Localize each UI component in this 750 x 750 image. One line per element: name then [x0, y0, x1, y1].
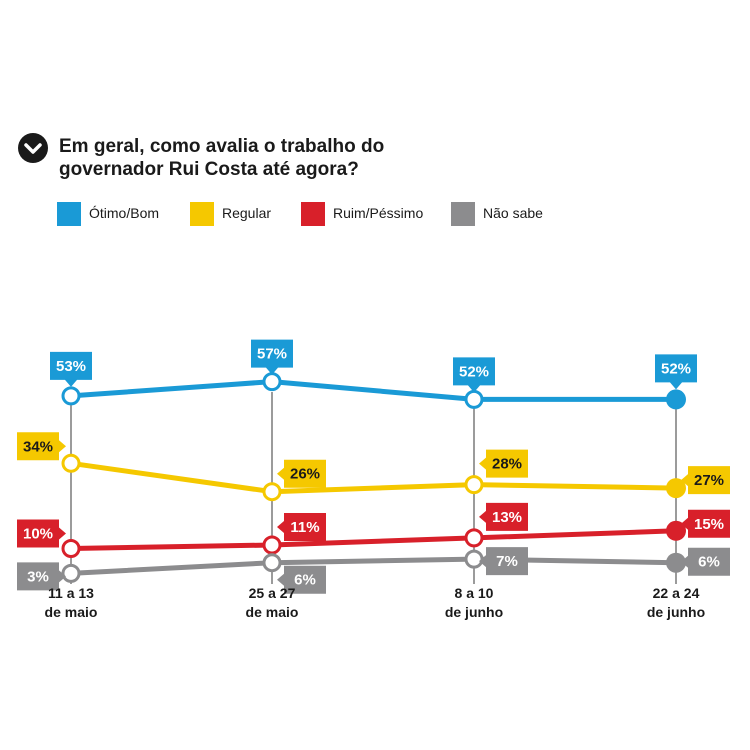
- data-label-box: [479, 547, 528, 576]
- data-point: [262, 553, 282, 573]
- data-label-box: [17, 432, 66, 461]
- x-tick-label: 25 a 27: [249, 585, 296, 601]
- data-label: 57%: [257, 346, 287, 363]
- data-point: [666, 478, 686, 499]
- data-point: [61, 386, 81, 406]
- data-label-box: [277, 565, 326, 594]
- data-label-box: [17, 562, 66, 591]
- legend-label: Regular: [222, 205, 272, 221]
- data-label: 6%: [698, 554, 720, 571]
- x-tick-label: 8 a 10: [455, 585, 494, 601]
- x-tick-label: de maio: [246, 604, 299, 620]
- data-label: 52%: [661, 360, 691, 377]
- data-point: [464, 389, 484, 409]
- data-point: [262, 372, 282, 392]
- legend-label: Ruim/Péssimo: [333, 205, 424, 221]
- data-label: 26%: [290, 466, 320, 483]
- legend-swatch: [301, 202, 325, 226]
- data-point: [61, 563, 81, 583]
- chart-question: Em geral, como avalia o trabalho do gove…: [59, 135, 679, 181]
- data-label-box: [17, 519, 66, 548]
- data-label-box: [277, 512, 326, 541]
- data-point: [262, 482, 282, 502]
- data-label-box: [251, 339, 293, 375]
- data-label: 10%: [23, 526, 53, 543]
- data-point: [61, 539, 81, 558]
- data-label: 3%: [27, 568, 49, 585]
- data-label: 6%: [294, 572, 316, 589]
- data-label: 53%: [56, 358, 86, 375]
- x-tick-label: 22 a 24: [653, 585, 700, 601]
- question-line-1: Em geral, como avalia o trabalho do: [59, 136, 385, 157]
- data-point: [262, 535, 282, 555]
- data-point: [61, 453, 81, 473]
- data-label-box: [479, 502, 528, 531]
- data-label: 28%: [492, 456, 522, 473]
- x-tick-label: de junho: [647, 604, 705, 620]
- series-line-4: [70, 556, 677, 576]
- data-label-box: [453, 357, 495, 393]
- data-label-box: [681, 547, 730, 576]
- data-label-box: [277, 459, 326, 488]
- data-point: [464, 475, 484, 495]
- data-point: [666, 520, 686, 541]
- legend-swatch: [451, 202, 475, 226]
- data-label-box: [50, 351, 92, 387]
- legend-swatch: [190, 202, 214, 226]
- data-label: 7%: [496, 553, 518, 570]
- data-label: 15%: [694, 516, 724, 533]
- data-label: 34%: [23, 438, 53, 455]
- x-tick-label: de junho: [445, 604, 503, 620]
- data-label: 13%: [492, 509, 522, 526]
- data-label: 11%: [290, 519, 319, 536]
- data-label: 52%: [459, 363, 489, 380]
- data-label-box: [681, 466, 730, 495]
- legend-swatch: [57, 202, 81, 226]
- data-point: [666, 552, 686, 573]
- data-label-box: [479, 449, 528, 478]
- question-line-2: governador Rui Costa até agora?: [59, 159, 359, 180]
- data-label: 27%: [694, 472, 724, 489]
- chevron-down-icon: [18, 133, 48, 163]
- x-tick-label: 11 a 13: [48, 585, 94, 601]
- series-line-2: [70, 460, 677, 495]
- data-point: [464, 528, 484, 548]
- data-point: [666, 389, 686, 410]
- data-label-box: [681, 509, 730, 538]
- data-point: [464, 549, 484, 569]
- x-tick-label: de maio: [45, 604, 98, 620]
- series-line-3: [70, 528, 677, 551]
- series-line-1: [70, 379, 676, 402]
- legend-label: Não sabe: [483, 205, 543, 221]
- legend-label: Ótimo/Bom: [89, 205, 160, 221]
- data-label-box: [655, 354, 697, 390]
